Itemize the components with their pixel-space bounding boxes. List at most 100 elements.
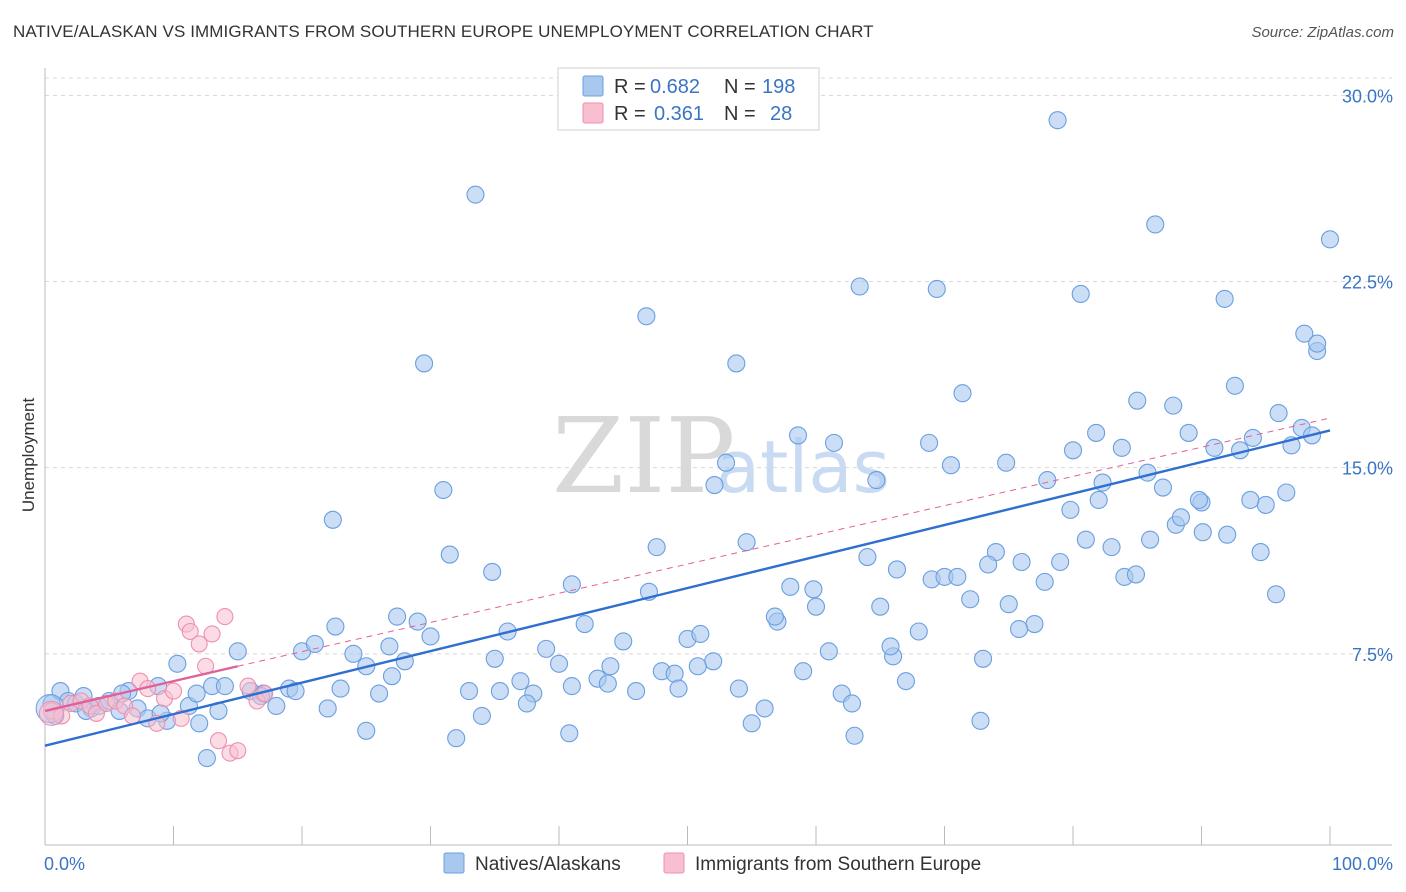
point-native-57 — [716, 453, 736, 472]
legend-n-value-2: 28 — [770, 103, 792, 125]
point-native-174 — [490, 682, 509, 701]
legend-r-label-1: R = — [614, 76, 646, 98]
point-native-123 — [765, 607, 784, 626]
bottom-legend-label-2: Immigrants from Southern Europe — [695, 854, 981, 875]
point-immigrant-25 — [239, 677, 257, 695]
point-native-79 — [999, 595, 1018, 614]
point-native-109 — [187, 684, 206, 703]
point-native-76 — [961, 590, 980, 609]
watermark-zip: ZIP — [552, 395, 735, 517]
x-tick-label-1: 100.0% — [1332, 854, 1393, 874]
point-native-149 — [669, 679, 688, 698]
point-native-83 — [1051, 552, 1070, 572]
x-tick-labels: 0.0% 100.0% — [44, 854, 1393, 874]
bottom-legend-swatch-pink — [663, 852, 685, 874]
point-native-71 — [896, 672, 916, 691]
legend: R = 0.682 N = 198 R = 0.361 N = 28 — [557, 67, 820, 131]
y-tick-label-0: 7.5% — [1352, 645, 1393, 665]
chart-title: NATIVE/ALASKAN VS IMMIGRANTS FROM SOUTHE… — [13, 22, 874, 41]
point-native-162 — [1071, 284, 1090, 303]
point-native-84 — [1063, 441, 1083, 460]
legend-swatch-blue — [582, 75, 604, 97]
point-native-154 — [850, 277, 869, 296]
point-native-132 — [1061, 500, 1080, 519]
point-immigrant-21 — [209, 732, 228, 750]
point-native-118 — [560, 724, 579, 743]
point-native-59 — [742, 714, 761, 733]
point-native-75 — [948, 567, 967, 586]
point-native-50 — [627, 682, 646, 701]
point-native-25 — [305, 634, 324, 653]
trend-line-natives — [44, 429, 1331, 747]
point-native-164 — [1126, 565, 1146, 584]
point-native-68 — [858, 547, 877, 567]
point-native-31 — [382, 667, 402, 686]
point-native-65 — [819, 642, 838, 661]
legend-r-label-2: R = — [614, 103, 646, 125]
legend-n-label-2: N = — [724, 103, 756, 125]
point-native-33 — [408, 612, 427, 631]
point-native-87 — [1102, 538, 1121, 557]
point-native-81 — [1025, 615, 1044, 634]
point-immigrant-22 — [216, 608, 234, 626]
point-native-58 — [729, 679, 748, 698]
point-native-167 — [1193, 523, 1212, 542]
point-native-69 — [871, 597, 890, 616]
point-native-133 — [1087, 423, 1106, 442]
point-native-169 — [1251, 543, 1270, 562]
point-native-45 — [562, 677, 581, 696]
point-native-91 — [1153, 478, 1172, 497]
y-tick-label-1: 15.0% — [1342, 459, 1393, 479]
point-native-134 — [1112, 438, 1131, 457]
point-native-27 — [331, 679, 350, 698]
point-immigrant-cluster — [38, 700, 64, 726]
point-native-120 — [637, 307, 656, 326]
point-native-127 — [920, 433, 939, 452]
trend-line-immigrants — [44, 665, 239, 713]
point-native-159 — [979, 555, 998, 574]
point-native-166 — [1171, 508, 1190, 527]
point-native-39 — [485, 649, 504, 668]
point-native-114 — [380, 637, 399, 656]
point-native-18 — [215, 677, 234, 696]
point-native-138 — [1215, 289, 1234, 308]
point-native-144 — [323, 510, 342, 529]
point-native-56 — [704, 652, 723, 671]
point-native-160 — [1009, 619, 1029, 639]
point-native-145 — [415, 354, 434, 373]
point-native-126 — [881, 637, 900, 656]
point-native-29 — [357, 721, 376, 740]
trend-lines — [44, 417, 1331, 747]
point-native-112 — [286, 682, 305, 701]
point-native-122 — [727, 354, 746, 373]
point-native-93 — [1179, 423, 1198, 442]
point-native-37 — [459, 682, 479, 701]
legend-r-value-1: 0.682 — [650, 76, 700, 98]
point-immigrant-20 — [203, 625, 221, 643]
point-native-82 — [1038, 471, 1057, 490]
point-native-55 — [691, 624, 710, 644]
point-native-104 — [1320, 230, 1340, 249]
point-native-44 — [549, 654, 569, 673]
point-immigrant-24 — [229, 742, 247, 760]
point-native-168 — [1225, 376, 1244, 395]
point-native-150 — [705, 476, 724, 495]
point-immigrant-17 — [181, 622, 199, 641]
point-native-148 — [647, 538, 666, 557]
point-native-137 — [1189, 490, 1208, 510]
point-native-100 — [1269, 404, 1288, 423]
point-native-22 — [267, 696, 286, 716]
point-native-113 — [326, 617, 345, 636]
point-native-63 — [794, 662, 813, 681]
point-native-115 — [440, 545, 459, 564]
point-native-80 — [1012, 552, 1031, 572]
point-native-86 — [1089, 490, 1108, 510]
bottom-legend-swatch-blue — [443, 852, 465, 874]
point-native-129 — [971, 711, 990, 730]
point-immigrant-5 — [87, 704, 105, 722]
point-native-30 — [370, 684, 389, 703]
point-native-72 — [909, 622, 928, 641]
point-native-60 — [755, 699, 774, 718]
point-native-96 — [1218, 525, 1237, 544]
